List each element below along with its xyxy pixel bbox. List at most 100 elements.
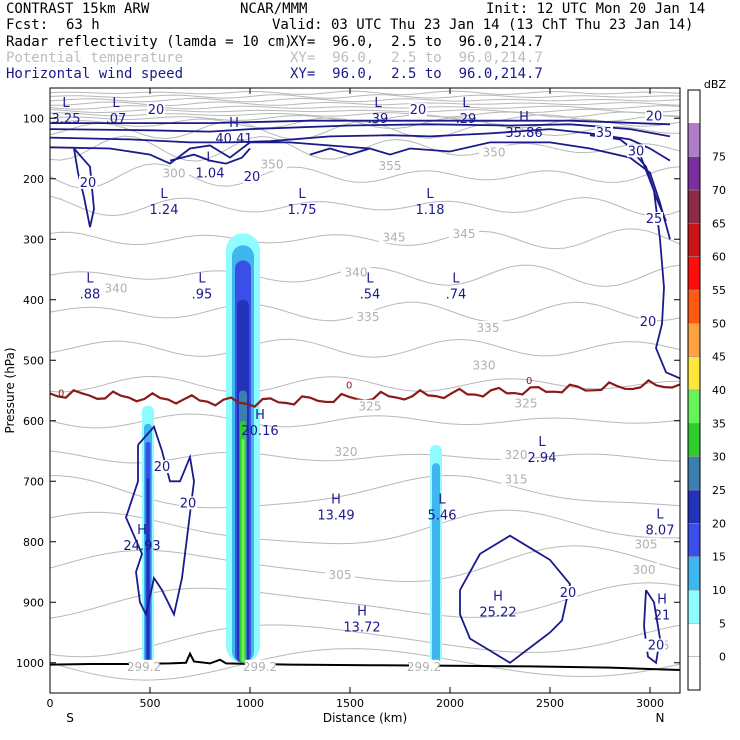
colorbar-unit: dBZ [704,78,727,91]
wind-contour-label: 35 [596,126,613,141]
theta-label: 350 [483,146,506,160]
theta-label-bg [257,157,287,171]
colorbar-tick-label: 45 [712,351,726,364]
colorbar-tick-label: 5 [719,617,726,630]
wind-label-bg [647,638,665,652]
wind-extremum-value: .07 [106,112,127,127]
theta-label: 335 [357,310,380,324]
theta-contour [50,375,680,394]
model-title: CONTRAST 15km ARW [6,1,150,17]
x-tick-label: 0 [47,697,54,710]
colorbar-tick-label: 70 [712,184,726,197]
theta-label: 305 [635,538,658,552]
wind-contour-label: 20 [148,103,165,118]
wind-extremum-value: 24.93 [123,539,160,554]
y-axis-title: Pressure (hPa) [3,347,17,433]
theta-label-bg [379,230,409,244]
y-tick-label: 700 [23,475,44,488]
y-tick-label: 500 [23,354,44,367]
theta-label: 325 [359,400,382,414]
reflectivity-cell [241,438,245,663]
colorbar-swatch [687,623,701,657]
plot-frame [49,87,681,694]
colorbar-tick-label: 25 [712,484,726,497]
colorbar-swatch [687,456,701,491]
theta-label: 299.2 [407,660,441,674]
colorbar-tick-label: 30 [712,451,726,464]
theta-label-bg [409,659,439,673]
wind-contour-label: 25 [646,212,663,227]
theta-label-bg [325,567,355,581]
wind-label-bg [79,175,97,189]
theta-label: 299.2 [127,660,161,674]
colorbar-tick-label: 55 [712,284,726,297]
theta-label-bg [353,310,383,324]
theta-label: 330 [473,359,496,373]
field-theta-xy: XY= 96.0, 2.5 to 96.0,214.7 [290,50,543,66]
wind-extremum-marker: H [357,604,367,619]
wind-contour-label: 20 [646,109,663,124]
wind-extremum-value: 1.24 [150,203,179,218]
wind-extremum-value: 40.41 [215,132,252,147]
theta-label: 315 [505,472,528,486]
theta-contour [50,111,680,118]
wind-label-bg [645,212,663,226]
wind-extremum-value: 25.22 [479,605,516,620]
theta-contour [50,474,680,509]
x-end-label-north: N [656,711,665,725]
wind-extremum-marker: H [657,592,667,607]
wind-contour [73,147,95,228]
wind-extremum-value: 1.04 [196,167,225,182]
wind-extremum-marker: H [255,408,265,423]
wind-contour [50,141,671,240]
wind-extremum-marker: L [298,187,306,202]
theta-label-bg [473,321,503,334]
wind-contour-label: 20 [640,315,657,330]
wind-extremum-value: 20.16 [241,424,278,439]
reflectivity-cell [146,478,150,663]
wind-contour [459,534,571,664]
x-tick-label: 1500 [336,697,364,710]
wind-extremum-marker: L [86,272,94,287]
wind-label-bg [243,169,261,183]
colorbar-tick-label: 65 [712,217,726,230]
wind-contour [50,119,671,126]
colorbar-swatch [687,656,701,691]
theta-label-bg [631,537,661,551]
y-tick-label: 100 [23,112,44,125]
wind-extremum-value: 8.07 [646,524,675,539]
theta-label: 305 [329,568,352,582]
fcst-label: Fcst: [6,17,49,33]
y-tick-label: 1000 [16,657,44,670]
wind-extremum-marker: L [438,493,446,508]
x-tick-label: 3000 [636,697,664,710]
wind-contour-label: 20 [648,639,665,654]
theta-contour [50,338,680,358]
wind-extremum-value: 13.49 [317,509,354,524]
y-tick-label: 200 [23,173,44,186]
colorbar-swatch [687,189,701,224]
colorbar-tick-label: 50 [712,317,726,330]
colorbar-swatch [687,423,701,457]
theta-label-bg [159,166,189,180]
colorbar-swatch [687,156,701,191]
wind-contour-label: 20 [154,460,171,475]
colorbar-swatch [687,289,701,324]
y-tick-label: 300 [23,233,44,246]
field-wind: Horizontal wind speed [6,66,184,82]
theta-contour [50,108,680,114]
wind-extremum-value: 13.72 [343,620,380,635]
valid-time: Valid: 03 UTC Thu 23 Jan 14 (13 ChT Thu … [272,17,694,33]
colorbar-swatch [687,123,701,157]
wind-extremum-value: .29 [456,112,477,127]
y-tick-label: 600 [23,415,44,428]
field-theta: Potential temperature [6,50,184,66]
wind-contour-label: 20 [244,170,261,185]
y-tick-label: 800 [23,536,44,549]
theta-label-bg [355,399,385,413]
wind-extremum-value: 1.75 [288,203,317,218]
wind-contour [125,425,195,618]
colorbar-tick-label: 10 [712,584,726,597]
wind-contour [169,147,251,165]
